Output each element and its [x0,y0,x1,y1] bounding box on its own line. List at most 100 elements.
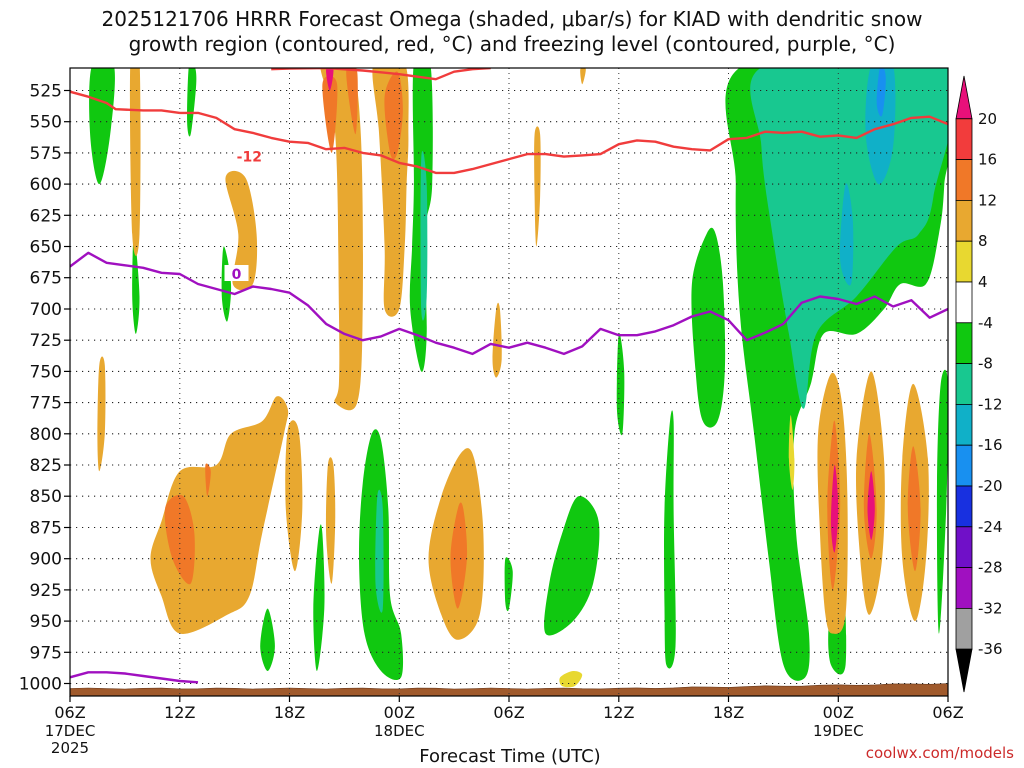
contour-label-bg [224,265,249,281]
x-tick-sublabel: 18DEC [374,722,425,740]
colorbar-bin [955,159,973,201]
colorbar-bin [955,403,973,446]
y-tick-label: 950 [30,612,62,632]
y-tick-label: 750 [30,362,62,382]
colorbar-label: -8 [978,355,993,373]
omega-region-descent [205,463,211,497]
colorbar-top-arrow [955,75,973,120]
omega-shading [70,68,948,696]
y-tick-label: 975 [30,643,62,663]
omega-region-descent [384,71,403,160]
colorbar-label: -16 [978,436,1003,454]
colorbar-bin [955,526,973,568]
colorbar-bin [955,608,973,650]
omega-region-descent [450,502,468,609]
x-tick-sublabel: 19DEC [813,722,864,740]
colorbar-label: -24 [978,518,1003,536]
credit-text: coolwx.com/models [866,744,1014,762]
colorbar-bin [955,240,973,283]
colorbar-label: 20 [978,110,997,128]
omega-region-ascent [260,608,275,671]
omega-region-ascent [221,246,232,322]
x-tick-label: 06Z [54,703,85,722]
contour-line [70,251,948,356]
omega-region-descent [320,68,363,411]
contour-label: -12 [237,150,262,166]
colorbar-bin [955,363,973,405]
y-tick-label: 575 [30,144,62,164]
colorbar-bin [955,485,973,528]
x-tick-sublabel: 2025 [51,739,89,757]
y-tick-label: 600 [30,175,62,195]
colorbar-bin [955,322,973,364]
y-tick-label: 900 [30,550,62,570]
colorbar-label: 8 [978,232,988,250]
y-tick-label: 925 [30,581,62,601]
contour-label-bg [237,147,262,164]
x-tick-label: 12Z [603,703,634,722]
omega-region-descent [559,670,583,688]
y-tick-label: 800 [30,425,62,445]
y-tick-label: 700 [30,300,62,320]
omega-region-ascent [504,557,513,612]
colorbar: 20 16 12 8 4 -4 -8 -12 -16 -20 -24 -28 -32 -36 [955,75,1003,693]
colorbar-bin [955,444,973,487]
omega-region-ascent [544,495,600,636]
x-tick-label: 06Z [932,703,963,722]
omega-region-descent [534,126,541,247]
colorbar-bin [955,199,973,242]
chart-title-line1: 2025121706 HRRR Forecast Omega (shaded, … [102,7,923,31]
omega-region-descent [580,68,586,85]
omega-region-descent [325,457,336,584]
contour-line [70,90,948,175]
omega-region-ascent [89,68,115,185]
colorbar-bin [955,567,973,609]
omega-region-descent [225,170,258,291]
colorbar-label: -4 [978,314,993,332]
omega-region-descent [322,75,338,153]
colorbar-bottom-arrow [955,648,973,693]
colorbar-label: -36 [978,640,1003,658]
contour-line [70,671,199,684]
y-tick-label: 850 [30,487,62,507]
chart-title-line2: growth region (contoured, red, °C) and f… [129,32,896,56]
y-tick-label: 775 [30,394,62,414]
colorbar-label: -32 [978,599,1003,617]
x-tick-label: 00Z [823,703,854,722]
omega-region-ascent [876,68,886,117]
surface-terrain [70,683,948,696]
terrain-fill [70,683,948,696]
omega-region-descent [97,356,106,472]
y-axis: 525 550 575 600 625 650 675 700 725 750 775 800 825 8… [19,82,70,695]
colorbar-label: -12 [978,395,1003,413]
x-tick-sublabel: 17DEC [45,722,96,740]
chart-title: 2025121706 HRRR Forecast Omega (shaded, … [102,7,923,56]
x-tick-label: 18Z [274,703,305,722]
omega-region-ascent [664,410,676,669]
omega-region-descent [867,471,875,540]
omega-region-ascent [313,524,325,671]
y-tick-label: 525 [30,82,62,102]
omega-region-ascent [936,369,948,634]
x-tick-label: 00Z [384,703,415,722]
omega-region-ascent [187,68,197,137]
omega-region-descent [164,494,195,585]
omega-region-descent [326,68,334,91]
y-tick-label: 1000 [19,675,62,695]
y-tick-label: 875 [30,519,62,539]
y-tick-label: 675 [30,269,62,289]
y-tick-label: 725 [30,331,62,351]
omega-region-ascent [132,234,140,334]
omega-region-ascent [691,227,726,428]
omega-region-ascent [420,150,428,321]
omega-region-descent [907,446,921,572]
omega-region-descent [129,68,141,256]
y-tick-label: 650 [30,238,62,258]
colorbar-label: -20 [978,477,1003,495]
x-tick-label: 18Z [713,703,744,722]
x-axis-label: Forecast Time (UTC) [419,746,600,767]
y-tick-label: 625 [30,206,62,226]
colorbar-bin [955,281,973,324]
colorbar-label: -28 [978,559,1003,577]
